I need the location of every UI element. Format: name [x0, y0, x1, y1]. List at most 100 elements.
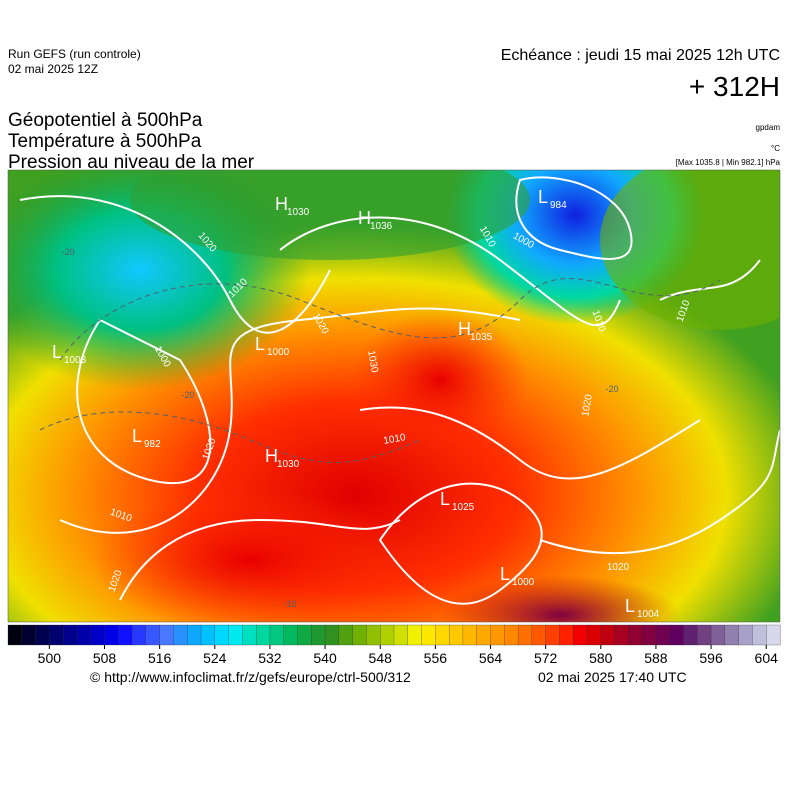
colorbar-swatch	[21, 624, 37, 646]
lead-time: + 312H	[689, 71, 780, 102]
colorbar-label: 564	[479, 650, 503, 666]
colorbar-swatch	[628, 624, 643, 646]
colorbar-swatch	[380, 624, 395, 646]
unit-label: °C	[771, 144, 780, 153]
colorbar-label: 516	[148, 650, 172, 666]
pressure-value: 1035	[470, 332, 493, 343]
colorbar-swatch	[35, 624, 50, 646]
colorbar-swatch	[145, 624, 161, 646]
colorbar-swatch	[724, 624, 740, 646]
colorbar-swatch	[407, 624, 423, 646]
colorbar-label: 580	[589, 650, 613, 666]
temperature-label: -20	[61, 247, 74, 257]
colorbar-swatch	[738, 624, 753, 646]
isobar-label: 1020	[607, 562, 630, 573]
colorbar-swatch	[214, 624, 230, 646]
run-date: 02 mai 2025 12Z	[8, 62, 98, 76]
colorbar-swatch	[697, 624, 712, 646]
pressure-center: H	[458, 319, 471, 339]
colorbar-swatch	[641, 624, 657, 646]
colorbar-label: 556	[424, 650, 448, 666]
colorbar-swatch	[421, 624, 436, 646]
field-name: Température à 500hPa	[8, 131, 202, 152]
colorbar-swatch	[131, 624, 147, 646]
unit-label: gpdam	[756, 123, 781, 132]
colorbar-swatch	[173, 624, 188, 646]
pressure-value: 1000	[267, 347, 290, 358]
pressure-value: 1030	[277, 459, 300, 470]
colorbar-swatch	[545, 624, 560, 646]
colorbar-swatch	[352, 624, 367, 646]
colorbar-swatch	[187, 624, 202, 646]
colorbar-label: 588	[644, 650, 668, 666]
colorbar-swatch	[62, 624, 78, 646]
run-label: Run GEFS (run controle)	[8, 47, 141, 61]
temperature-label: -20	[181, 390, 194, 400]
colorbar-swatch	[255, 624, 271, 646]
pressure-value: 982	[144, 439, 161, 450]
colorbar-swatch	[90, 624, 105, 646]
colorbar-swatch	[683, 624, 698, 646]
colorbar-label: 524	[203, 650, 227, 666]
echeance: Echéance : jeudi 15 mai 2025 12h UTC	[501, 47, 780, 64]
pressure-center: H	[275, 194, 288, 214]
colorbar-swatch	[600, 624, 616, 646]
colorbar-swatch	[7, 624, 23, 646]
colorbar-swatch	[504, 624, 519, 646]
colorbar-swatch	[338, 624, 354, 646]
colorbar-swatch	[49, 624, 64, 646]
colorbar-swatch	[669, 624, 684, 646]
colorbar-swatch	[283, 624, 298, 646]
pressure-center: L	[440, 489, 450, 509]
pressure-value: 1000	[512, 577, 535, 588]
colorbar-label: 596	[699, 650, 723, 666]
colorbar-swatch	[559, 624, 574, 646]
isobar-label: 1020	[580, 393, 595, 417]
colorbar-swatch	[752, 624, 767, 646]
pressure-value: 1003	[64, 355, 87, 366]
colorbar-swatch	[200, 624, 216, 646]
colorbar-swatch	[228, 624, 243, 646]
colorbar-swatch	[573, 624, 588, 646]
temperature-label: -20	[605, 384, 618, 394]
colorbar-swatch	[435, 624, 450, 646]
isobar-label: 1030	[365, 350, 380, 374]
pressure-center: L	[132, 426, 142, 446]
map-frame	[7, 169, 781, 623]
colorbar-swatch	[586, 624, 602, 646]
colorbar-swatch	[655, 624, 671, 646]
pressure-center: L	[500, 564, 510, 584]
colorbar-label: 508	[93, 650, 117, 666]
colorbar-label: 548	[369, 650, 393, 666]
colorbar-swatch	[614, 624, 629, 646]
colorbar-swatch	[104, 624, 119, 646]
colorbar-swatch	[766, 624, 781, 646]
colorbar-label: 604	[755, 650, 779, 666]
colorbar-label: 532	[258, 650, 282, 666]
pressure-center: L	[625, 596, 635, 616]
colorbar-label: 572	[534, 650, 558, 666]
pressure-value: 1025	[452, 502, 475, 513]
pressure-value: 1030	[287, 207, 310, 218]
pressure-center: L	[538, 187, 548, 207]
colorbar: 500 508 516 524 532 540 548 556 564 572 580 588 596 6…	[7, 624, 781, 666]
colorbar-swatch	[311, 624, 326, 646]
colorbar-swatch	[269, 624, 285, 646]
pressure-value: 1036	[370, 221, 393, 232]
colorbar-swatch	[159, 624, 174, 646]
generated-date: 02 mai 2025 17:40 UTC	[538, 669, 687, 685]
isobar-label: 1010	[383, 432, 407, 447]
pressure-value: 984	[550, 200, 567, 211]
unit-label: [Max 1035.8 | Min 982.1] hPa	[676, 158, 781, 167]
colorbar-swatch	[448, 624, 464, 646]
colorbar-swatch	[490, 624, 505, 646]
colorbar-swatch	[76, 624, 92, 646]
colorbar-swatch	[710, 624, 726, 646]
field-name: Pression au niveau de la mer	[8, 152, 255, 173]
pressure-center: L	[255, 334, 265, 354]
colorbar-swatch	[462, 624, 478, 646]
colorbar-swatch	[297, 624, 312, 646]
